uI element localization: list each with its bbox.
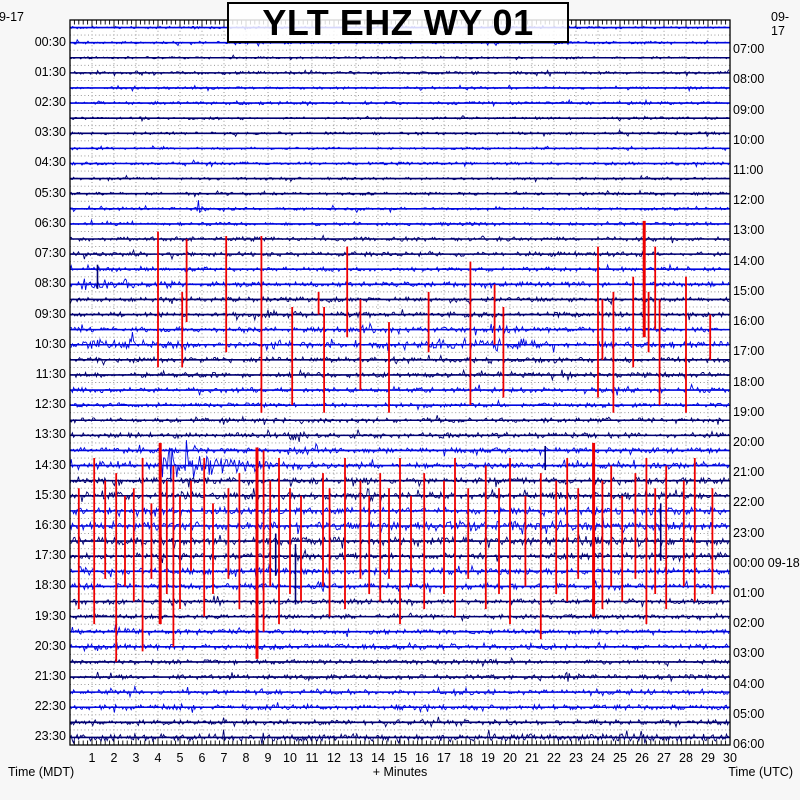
minute-tick-label: 15 — [393, 751, 407, 765]
left-axis-title: Time (MDT) — [8, 765, 75, 779]
right-time-label: 08:00 — [733, 72, 765, 87]
minute-tick-label: 7 — [220, 751, 228, 765]
bottom-axis-title: + Minutes — [372, 765, 428, 779]
minute-tick-label: 30 — [723, 751, 737, 765]
minute-tick-label: 12 — [327, 751, 341, 765]
left-time-label: 08:30 — [34, 276, 66, 291]
right-time-label: 07:00 — [733, 42, 765, 57]
left-time-label: 19:30 — [34, 608, 66, 623]
date-label-top-right: 09-17 — [771, 10, 790, 38]
minute-tick-label: 14 — [371, 751, 385, 765]
right-time-label: 21:00 — [733, 465, 765, 480]
minute-tick-label: 13 — [349, 751, 363, 765]
left-time-label: 04:30 — [34, 155, 66, 170]
minute-tick-label: 5 — [176, 751, 184, 765]
right-time-label: 05:00 — [733, 706, 765, 721]
left-time-label: 13:30 — [34, 427, 66, 442]
right-time-label: 23:00 — [733, 525, 765, 540]
right-time-label: 22:00 — [733, 495, 765, 510]
right-time-label: 09:00 — [733, 102, 765, 117]
left-time-label: 12:30 — [34, 397, 66, 412]
minute-tick-label: 25 — [613, 751, 627, 765]
right-time-label: 00:00 09-18 — [733, 555, 800, 570]
right-time-label: 10:00 — [733, 132, 765, 147]
right-axis-title: Time (UTC) — [728, 765, 793, 779]
minute-tick-label: 22 — [547, 751, 561, 765]
minute-tick-label: 23 — [569, 751, 583, 765]
date-label-top-left: 09-17 — [0, 10, 24, 24]
left-time-label: 09:30 — [34, 306, 66, 321]
right-time-label: 12:00 — [733, 193, 765, 208]
left-time-label: 22:30 — [34, 699, 66, 714]
minute-tick-label: 19 — [481, 751, 495, 765]
minute-tick-label: 29 — [701, 751, 715, 765]
minute-tick-label: 4 — [154, 751, 162, 765]
right-time-label: 02:00 — [733, 616, 765, 631]
left-time-label: 20:30 — [34, 638, 66, 653]
left-time-label: 23:30 — [34, 729, 66, 744]
minute-tick-label: 2 — [110, 751, 118, 765]
right-time-label: 03:00 — [733, 646, 765, 661]
left-time-label: 00:30 — [34, 34, 66, 49]
left-time-label: 02:30 — [34, 95, 66, 110]
left-time-label: 06:30 — [34, 215, 66, 230]
minute-tick-label: 24 — [591, 751, 605, 765]
minute-tick-label: 11 — [305, 751, 319, 765]
left-time-label: 03:30 — [34, 125, 66, 140]
left-time-label: 15:30 — [34, 487, 66, 502]
minute-tick-label: 18 — [459, 751, 473, 765]
minute-tick-label: 27 — [657, 751, 671, 765]
left-time-label: 16:30 — [34, 517, 66, 532]
minute-tick-label: 6 — [198, 751, 206, 765]
right-time-label: 14:00 — [733, 253, 765, 268]
minute-tick-label: 16 — [415, 751, 429, 765]
minute-tick-label: 20 — [503, 751, 517, 765]
minute-tick-label: 3 — [132, 751, 140, 765]
right-time-label: 01:00 — [733, 585, 765, 600]
minute-tick-label: 10 — [283, 751, 297, 765]
minute-tick-label: 21 — [525, 751, 539, 765]
right-time-label: 17:00 — [733, 344, 765, 359]
right-time-label: 11:00 — [733, 163, 764, 178]
left-time-label: 11:30 — [35, 366, 66, 381]
minute-tick-label: 8 — [242, 751, 250, 765]
station-title: YLT EHZ WY 01 — [227, 2, 569, 43]
right-time-label: 20:00 — [733, 434, 765, 449]
right-time-label: 18:00 — [733, 374, 765, 389]
left-time-label: 05:30 — [34, 185, 66, 200]
minute-tick-label: 17 — [437, 751, 451, 765]
right-time-label: 06:00 — [733, 737, 765, 751]
right-time-label: 16:00 — [733, 314, 765, 329]
right-time-label: 13:00 — [733, 223, 765, 238]
left-time-label: 10:30 — [34, 336, 66, 351]
minute-tick-label: 28 — [679, 751, 693, 765]
right-time-label: 19:00 — [733, 404, 765, 419]
minute-tick-label: 26 — [635, 751, 649, 765]
left-time-label: 17:30 — [34, 548, 66, 563]
left-time-label: 14:30 — [34, 457, 66, 472]
left-time-label: 18:30 — [34, 578, 66, 593]
right-time-label: 15:00 — [733, 283, 765, 298]
left-time-label: 07:30 — [34, 246, 66, 261]
minute-tick-label: 9 — [264, 751, 272, 765]
left-time-label: 21:30 — [34, 669, 66, 684]
left-time-label: 01:30 — [34, 64, 66, 79]
right-time-label: 04:00 — [733, 676, 765, 691]
minute-tick-label: 1 — [88, 751, 96, 765]
